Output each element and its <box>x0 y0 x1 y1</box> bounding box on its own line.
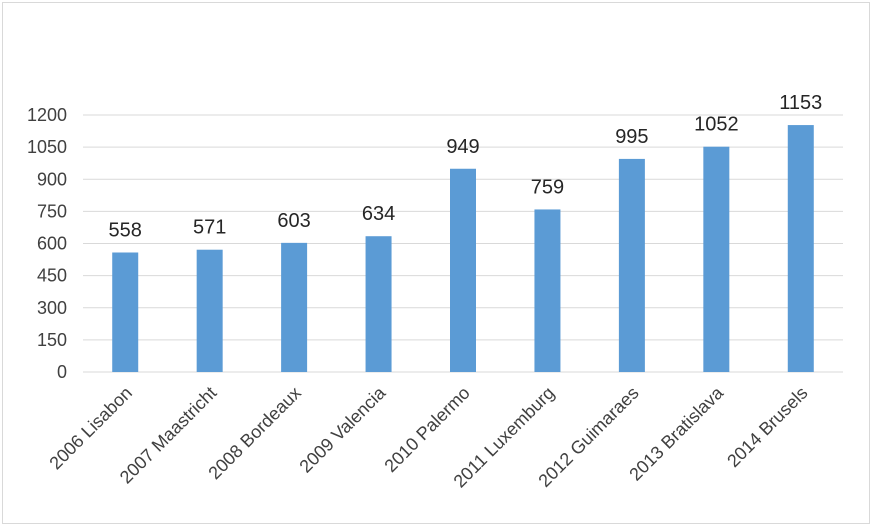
bar <box>281 242 308 372</box>
bar <box>450 168 476 372</box>
x-category-label: 2014 Brusels <box>723 383 811 471</box>
y-tick-label: 900 <box>37 169 67 189</box>
bar <box>787 125 814 373</box>
bars <box>112 125 814 373</box>
data-label: 1153 <box>779 92 822 114</box>
y-tick-label: 0 <box>57 362 67 382</box>
data-label: 571 <box>193 217 226 239</box>
x-category-label: 2009 Valencia <box>296 382 391 477</box>
y-tick-label: 600 <box>37 234 67 254</box>
bar <box>534 209 561 372</box>
y-axis-ticks: 0 150 300 450 600 750 900 1050 1200 <box>27 105 67 382</box>
y-tick-label: 1050 <box>27 137 67 157</box>
data-label: 949 <box>446 136 479 158</box>
y-tick-label: 750 <box>37 201 67 221</box>
bar <box>618 158 645 372</box>
data-labels: 558 571 603 634 949 759 995 1052 1153 <box>109 92 823 241</box>
bar <box>365 236 392 372</box>
x-category-label: 2010 Palermo <box>380 383 473 476</box>
data-label: 1052 <box>694 114 739 136</box>
data-label: 558 <box>109 219 142 241</box>
bar-chart: 0 150 300 450 600 750 900 1050 1200 558 571 603 634… <box>27 92 843 491</box>
y-tick-label: 1200 <box>27 105 67 125</box>
x-category-label: 2006 Lisabon <box>45 383 136 474</box>
bar <box>112 252 139 372</box>
y-tick-label: 450 <box>37 266 67 286</box>
y-tick-label: 300 <box>37 298 67 318</box>
y-tick-label: 150 <box>37 330 67 350</box>
data-label: 759 <box>531 176 564 198</box>
data-label: 634 <box>362 203 395 225</box>
data-label: 995 <box>615 126 648 148</box>
bar <box>703 146 730 372</box>
data-label: 603 <box>277 210 310 232</box>
bar <box>196 249 223 372</box>
